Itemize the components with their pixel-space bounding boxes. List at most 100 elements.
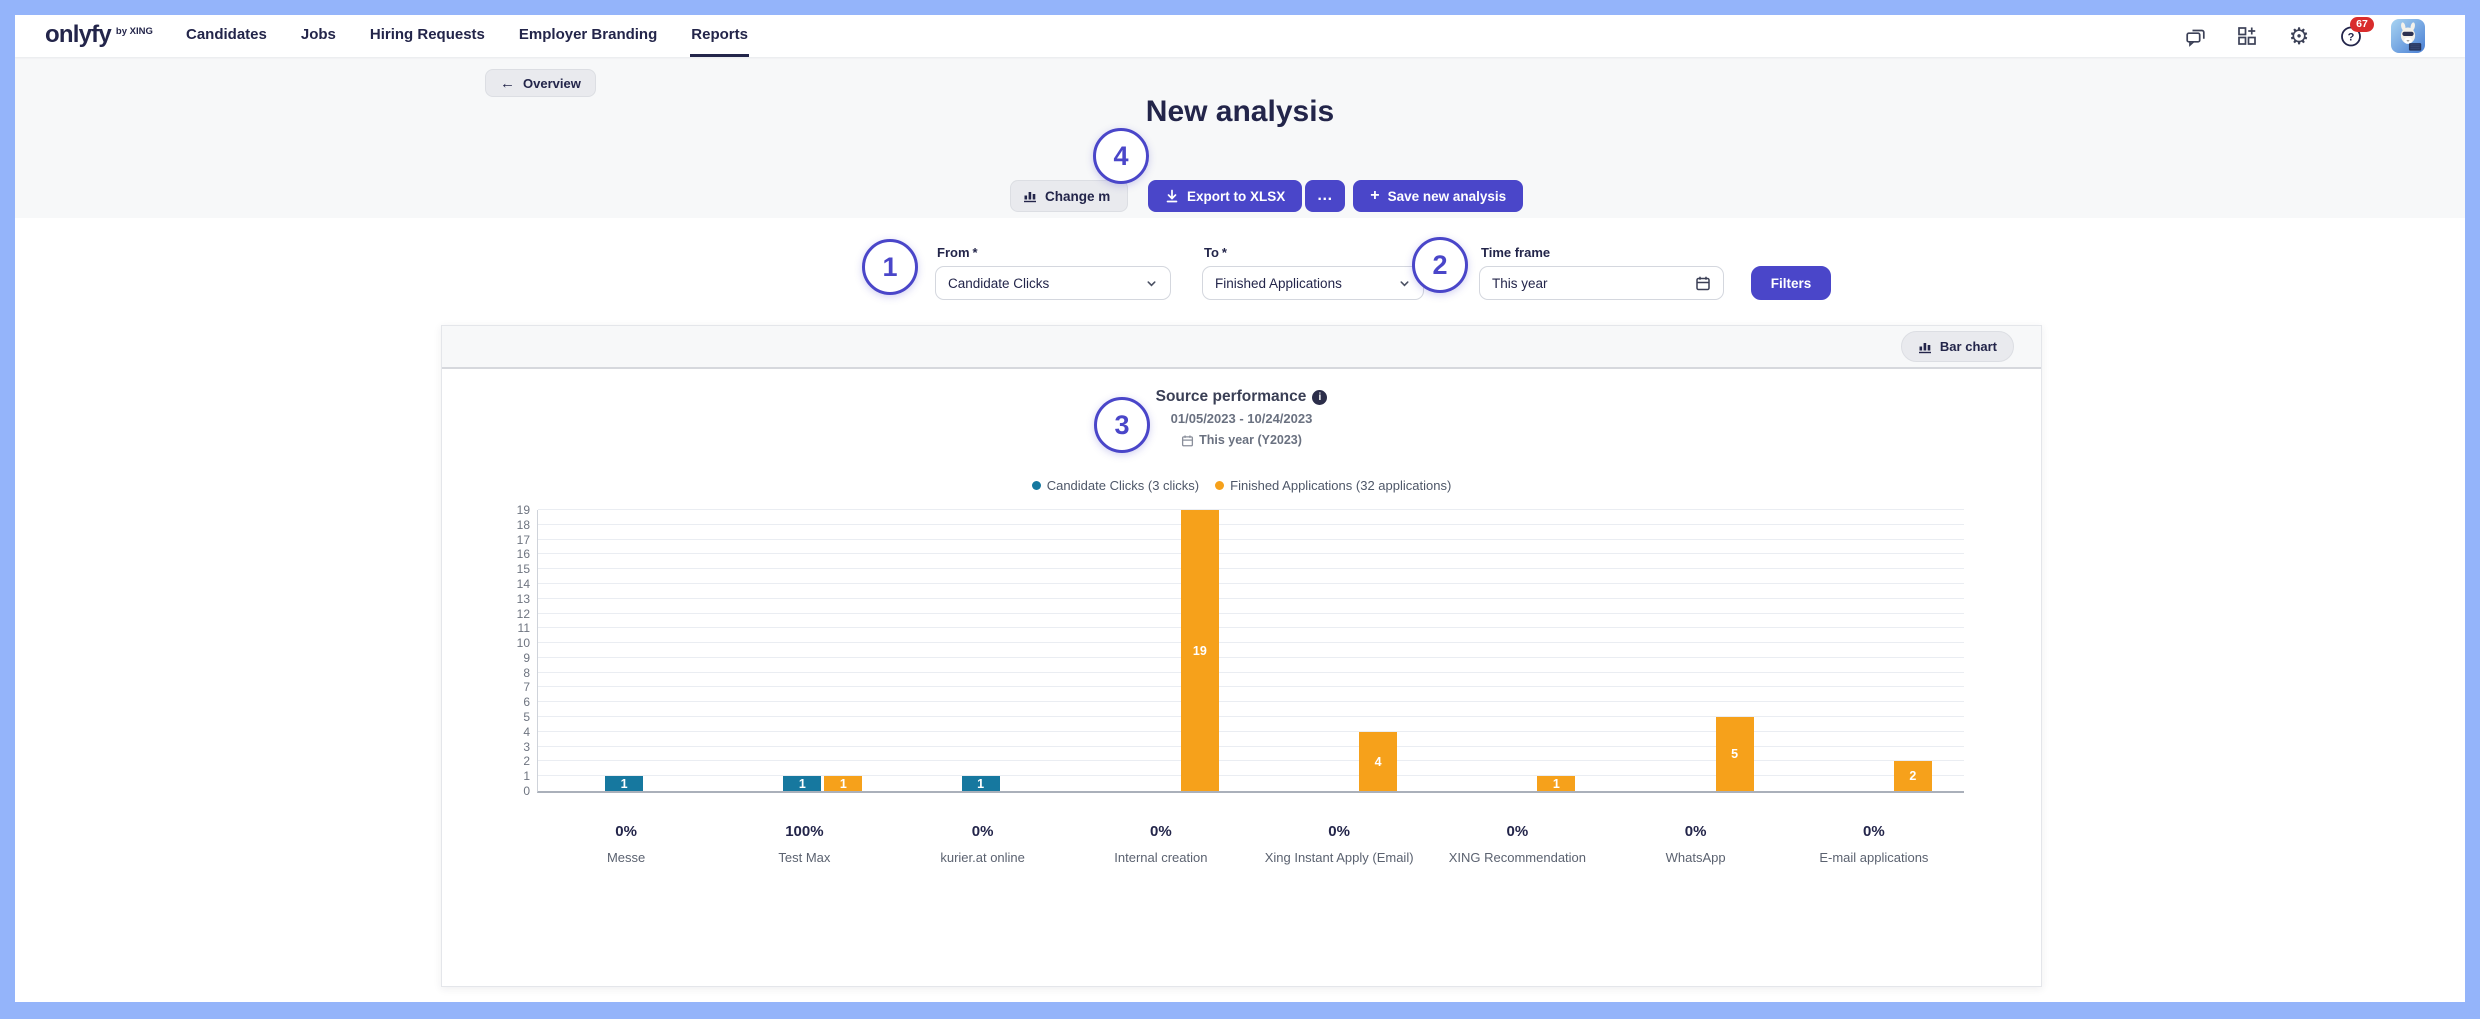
filters-button[interactable]: Filters [1751,266,1831,300]
top-navigation-bar: onlyfy by XING Candidates Jobs Hiring Re… [15,15,2465,57]
nav-item-employer-branding[interactable]: Employer Branding [518,26,658,43]
to-field-label: To * [1204,245,1227,260]
y-axis-label: 13 [516,591,530,606]
more-actions-button[interactable]: … [1305,180,1346,212]
timeframe-input[interactable]: This year [1479,266,1724,300]
y-axis-label: 19 [516,503,530,517]
bar-value-label: 1 [1552,776,1560,791]
percent-label: 0% [1150,823,1172,840]
change-metric-button[interactable]: Change m [1010,180,1128,212]
notification-badge: 67 [2350,17,2374,32]
save-new-analysis-button[interactable]: + Save new analysis [1353,180,1524,212]
category-label: XING Recommendation [1448,850,1587,865]
chart-bar[interactable]: 1 [605,776,644,791]
chart-bar[interactable]: 19 [1180,510,1219,791]
grid-line [538,627,1964,629]
chart-bar[interactable]: 4 [1359,732,1398,791]
grid-line [538,509,1964,510]
calendar-icon [1182,434,1194,446]
grid-line [538,730,1964,732]
svg-text:?: ? [2348,32,2355,44]
grid-line [538,716,1964,718]
category-label-row: Messe Test Max kurier.at online Internal cr… [537,850,1963,868]
bar-value-label: 1 [620,776,628,791]
chart-card: Bar chart Source performance i 01/05/202… [441,325,2042,987]
bar-value-label: 2 [1909,769,1917,783]
bar-chart-icon [1024,192,1036,203]
y-axis-label: 11 [517,621,530,636]
nav-item-hiring-requests[interactable]: Hiring Requests [369,26,485,43]
y-axis-label: 15 [516,562,530,577]
grid-line [538,686,1964,688]
y-axis-label: 9 [523,650,530,665]
percent-label-row: 0% 100% 0% 0% 0% 0% 0% 0% [537,823,1963,843]
chart-type-toggle-button[interactable]: Bar chart [1900,331,2014,362]
category-label: E-mail applications [1819,850,1929,865]
chart-bar[interactable]: 1 [961,776,1000,791]
to-select-value: Finished Applications [1215,275,1342,291]
bar-value-label: 4 [1374,754,1382,769]
filters-label: Filters [1770,275,1812,291]
back-arrow-icon: ← [500,74,515,92]
annotation-marker-4: 4 [1093,128,1149,184]
chart-bar[interactable]: 1 [783,776,822,791]
grid-line [538,538,1964,540]
overview-back-button[interactable]: ← Overview [485,69,596,97]
nav-item-candidates[interactable]: Candidates [186,26,267,43]
overview-back-label: Overview [523,75,581,91]
apps-add-icon[interactable] [2235,24,2259,48]
y-axis-label: 18 [516,517,530,532]
to-select[interactable]: Finished Applications [1202,266,1424,300]
chart-date-range: 01/05/2023 - 10/24/2023 [1170,411,1313,426]
grid-line [538,523,1964,525]
from-select-value: Candidate Clicks [948,275,1050,291]
nav-item-jobs[interactable]: Jobs [300,26,336,43]
chart-title: Source performance [1155,388,1307,405]
plot-area: 0 1 2 3 4 5 6 7 8 9 10 11 12 13 14 15 16 17 18 19 1 1 1 1 19 4 1 5 2 [517,503,1964,798]
logo-byline: by XING [115,26,153,37]
nav-item-reports[interactable]: Reports [690,15,749,57]
help-updates-icon[interactable]: ? 67 [2339,17,2374,48]
onlyfy-logo[interactable]: onlyfy by XING [45,20,153,50]
y-axis-label: 0 [523,784,530,798]
y-axis-label: 4 [523,724,530,739]
chart-bar[interactable]: 2 [1893,761,1932,791]
y-axis-label: 3 [523,739,530,754]
legend-label: Candidate Clicks (3 clicks) [1046,478,1200,493]
chart-bar[interactable]: 1 [824,776,863,791]
grid-line [538,745,1964,747]
percent-label: 100% [785,823,824,840]
y-axis-label: 5 [523,710,530,725]
percent-label: 0% [971,823,994,840]
messages-icon[interactable] [2183,24,2207,48]
y-axis-label: 14 [516,576,530,591]
from-select[interactable]: Candidate Clicks [935,266,1171,300]
chart-bar[interactable]: 5 [1715,717,1754,791]
y-axis-label: 6 [523,695,530,710]
plus-icon: + [1370,187,1380,204]
info-icon[interactable]: i [1312,389,1328,405]
nav-icon-group: ⚙ ? 67 [2183,15,2425,57]
main-menu: Candidates Jobs Hiring Requests Employer… [185,15,749,57]
legend-dot-orange [1215,481,1225,490]
chart-card-toolbar: Bar chart [442,326,2041,369]
legend-item-candidate-clicks[interactable]: Candidate Clicks (3 clicks) [1031,478,1200,493]
annotation-marker-3: 3 [1094,397,1150,453]
category-label: WhatsApp [1665,850,1726,865]
settings-gear-icon[interactable]: ⚙ [2288,22,2310,49]
legend-item-finished-applications[interactable]: Finished Applications (32 applications) [1215,478,1451,493]
header-action-buttons: Change m Export to XLSX … + Save new ana… [1010,179,1524,213]
y-axis-label: 1 [523,769,530,784]
y-axis-label: 10 [516,636,530,651]
timeframe-value: This year [1492,275,1548,291]
chevron-down-icon [1400,280,1409,286]
export-xlsx-button[interactable]: Export to XLSX [1148,180,1303,212]
category-label: Xing Instant Apply (Email) [1264,850,1414,865]
user-avatar[interactable] [2391,19,2425,53]
save-new-analysis-label: Save new analysis [1387,188,1507,204]
chart-bar[interactable]: 1 [1537,776,1576,791]
y-axis-label: 16 [516,547,530,562]
calendar-icon [1696,276,1710,291]
grid-line [538,612,1964,614]
page-title: New analysis [1145,95,1335,128]
